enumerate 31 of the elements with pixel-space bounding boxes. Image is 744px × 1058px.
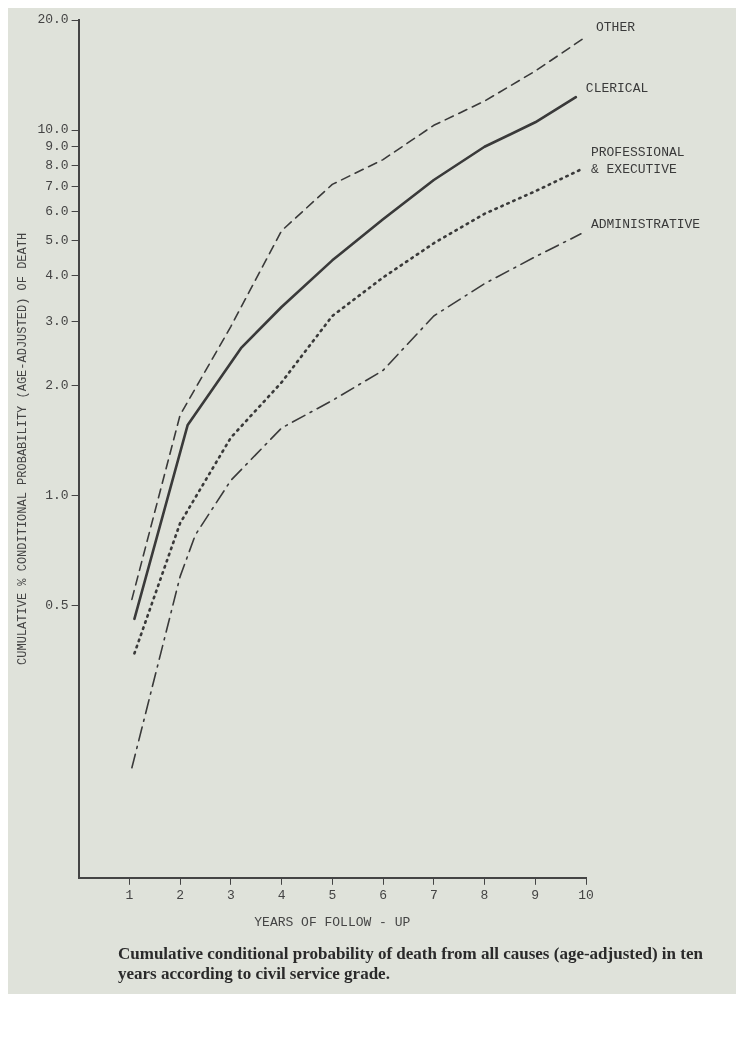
y-tick-label: 9.0 [45, 139, 69, 155]
x-tick-label: 2 [176, 888, 184, 904]
x-tick-label: 5 [328, 888, 337, 904]
x-tick-label: 8 [480, 888, 489, 904]
line-series [131, 233, 582, 769]
x-tick-label: 3 [226, 888, 235, 904]
series-label: PROFESSIONAL & EXECUTIVE [590, 144, 685, 177]
x-tick-label: 6 [379, 888, 387, 904]
x-tick-label: 10 [578, 888, 594, 904]
y-tick-label: 0.5 [45, 598, 69, 614]
y-tick-label: 2.0 [45, 377, 69, 393]
x-tick-label: 7 [429, 888, 438, 904]
y-tick-label: 20.0 [37, 12, 69, 28]
y-tick-label: 6.0 [45, 203, 69, 219]
x-tick-label: 4 [277, 888, 286, 904]
y-tick-label: 1.0 [45, 487, 69, 503]
y-axis-title: CUMULATIVE % CONDITIONAL PROBABILITY (AGE-ADJUSTED) OF DEATH [16, 232, 31, 665]
series-label: ADMINISTRATIVE [590, 217, 701, 233]
y-tick-label: 5.0 [45, 232, 69, 248]
y-tick-label: 8.0 [45, 157, 69, 173]
y-tick-label: 3.0 [45, 313, 69, 329]
x-tick-label: 1 [125, 888, 134, 904]
y-tick-label: 10.0 [37, 122, 69, 138]
series-label: OTHER [596, 20, 636, 36]
text: Cumulative conditional probability of death from all causes (age-adjusted) in ten years according to civil service grade. [117, 943, 704, 985]
x-axis-title: YEARS OF FOLLOW - UP [254, 914, 411, 930]
x-tick-label: 9 [531, 888, 540, 904]
series-label: CLERICAL [585, 80, 649, 96]
line-series [133, 168, 583, 655]
y-tick-label: 7.0 [45, 179, 69, 195]
y-tick-label: 4.0 [45, 267, 69, 283]
